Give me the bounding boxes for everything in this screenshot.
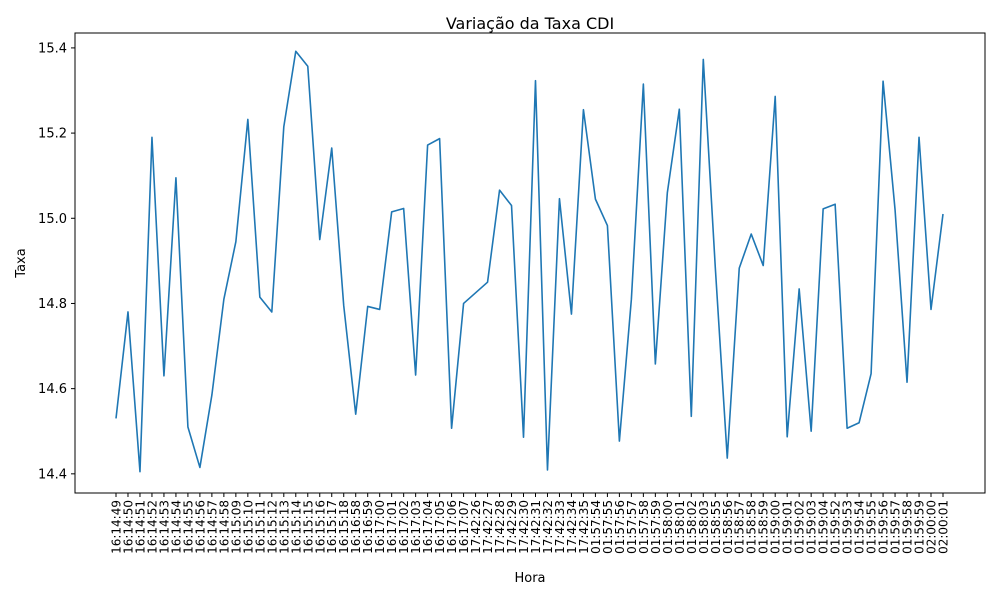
x-tick-label: 16:17:01 (385, 500, 399, 554)
x-tick-label: 16:15:10 (241, 500, 255, 554)
x-tick-label: 01:57:55 (601, 500, 615, 554)
x-tick-label: 01:58:02 (685, 500, 699, 554)
y-tick-label: 15.2 (38, 127, 67, 142)
x-tick-label: 16:15:16 (313, 500, 327, 554)
x-tick-label: 01:57:59 (649, 500, 663, 554)
x-tick-label: 16:14:49 (110, 500, 124, 554)
x-tick-label: 17:42:26 (469, 500, 483, 554)
x-tick-label: 16:17:00 (373, 500, 387, 554)
x-tick-label: 16:15:18 (337, 500, 351, 554)
x-tick-label: 16:14:55 (181, 500, 195, 554)
x-tick-label: 17:42:28 (493, 500, 507, 554)
x-tick-label: 16:15:13 (277, 500, 291, 554)
x-tick-label: 16:15:09 (229, 500, 243, 554)
x-tick-label: 01:59:01 (781, 500, 795, 554)
x-tick-label: 16:14:57 (205, 500, 219, 554)
x-tick-label: 16:17:03 (409, 500, 423, 554)
x-tick-label: 17:42:35 (577, 500, 591, 554)
x-tick-label: 17:42:31 (529, 500, 543, 554)
x-tick-label: 16:15:11 (253, 500, 267, 554)
x-tick-label: 16:17:07 (457, 500, 471, 554)
y-tick-label: 14.6 (38, 382, 67, 397)
x-tick-label: 16:14:58 (217, 500, 231, 554)
y-tick-label: 14.8 (38, 297, 67, 312)
x-tick-label: 01:59:54 (853, 500, 867, 554)
x-tick-label: 02:00:00 (925, 500, 939, 554)
x-tick-label: 16:15:12 (265, 500, 279, 554)
x-tick-label: 01:58:55 (709, 500, 723, 554)
x-tick-label: 16:14:52 (145, 500, 159, 554)
x-tick-label: 17:42:32 (541, 500, 555, 554)
series-group (115, 50, 944, 473)
x-tick-label: 01:59:53 (841, 500, 855, 554)
x-tick-label: 02:00:01 (937, 500, 951, 554)
x-tick-label: 16:17:04 (421, 500, 435, 554)
x-tick-label: 01:59:04 (817, 500, 831, 554)
x-tick-label: 01:58:56 (721, 500, 735, 554)
x-tick-label: 16:17:05 (433, 500, 447, 554)
x-tick-label: 01:57:56 (613, 500, 627, 554)
x-tick-label: 16:17:06 (445, 500, 459, 554)
x-axis-label: Hora (514, 571, 545, 586)
x-tick-label: 01:59:58 (901, 500, 915, 554)
x-tick-label: 01:58:59 (757, 500, 771, 554)
x-tick-label: 16:17:02 (397, 500, 411, 554)
x-tick-label: 17:42:27 (481, 500, 495, 554)
y-axis-label: Taxa (14, 248, 29, 278)
x-tick-label: 16:15:15 (301, 500, 315, 554)
x-tick-label: 01:57:57 (625, 500, 639, 554)
x-tick-label: 01:59:00 (769, 500, 783, 554)
x-tick-label: 16:14:50 (121, 500, 135, 554)
chart-title: Variação da Taxa CDI (446, 14, 614, 33)
x-tick-label: 01:58:03 (697, 500, 711, 554)
series-line (115, 50, 944, 473)
x-tick-label: 01:59:02 (793, 500, 807, 554)
x-tick-label: 01:59:56 (877, 500, 891, 554)
x-tick-label: 01:58:57 (733, 500, 747, 554)
x-axis: 16:14:4916:14:5016:14:5116:14:5216:14:53… (110, 493, 951, 554)
x-tick-label: 16:14:56 (193, 500, 207, 554)
y-axis: 14.4 14.6 14.8 15.0 15.2 15.4 (38, 41, 75, 482)
x-tick-label: 17:42:34 (565, 500, 579, 554)
x-tick-label: 16:14:53 (157, 500, 171, 554)
x-tick-label: 01:57:54 (589, 500, 603, 554)
x-tick-label: 01:57:58 (637, 500, 651, 554)
x-tick-label: 16:16:58 (349, 500, 363, 554)
x-tick-label: 17:42:33 (553, 500, 567, 554)
x-tick-label: 01:59:52 (829, 500, 843, 554)
x-tick-label: 01:59:55 (865, 500, 879, 554)
plot-frame (74, 32, 986, 494)
x-tick-label: 16:14:54 (169, 500, 183, 554)
x-tick-label: 17:42:29 (505, 500, 519, 554)
y-tick-label: 15.0 (38, 212, 67, 227)
x-tick-label: 16:15:14 (289, 500, 303, 554)
x-tick-label: 01:58:01 (673, 500, 687, 554)
x-tick-label: 01:59:59 (913, 500, 927, 554)
x-tick-label: 16:16:59 (361, 500, 375, 554)
x-tick-label: 01:59:03 (805, 500, 819, 554)
x-tick-label: 01:59:57 (889, 500, 903, 554)
y-tick-label: 14.4 (38, 467, 67, 482)
x-tick-label: 01:58:58 (745, 500, 759, 554)
y-tick-label: 15.4 (38, 41, 67, 56)
x-tick-label: 16:15:17 (325, 500, 339, 554)
x-tick-label: 01:58:00 (661, 500, 675, 554)
x-tick-label: 17:42:30 (517, 500, 531, 554)
x-tick-label: 16:14:51 (133, 500, 147, 554)
